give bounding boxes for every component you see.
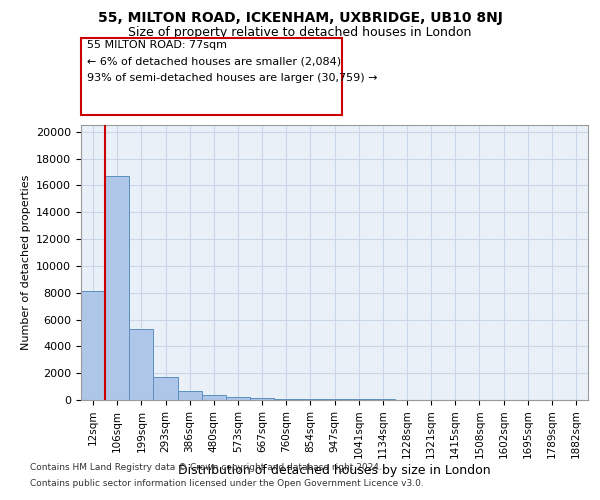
Text: Contains public sector information licensed under the Open Government Licence v3: Contains public sector information licen… <box>30 478 424 488</box>
Text: 55 MILTON ROAD: 77sqm: 55 MILTON ROAD: 77sqm <box>87 40 227 50</box>
Bar <box>202 396 226 400</box>
Bar <box>105 176 129 400</box>
Bar <box>322 399 347 400</box>
Bar <box>298 399 322 400</box>
Bar <box>250 398 274 400</box>
Bar <box>154 377 178 400</box>
Text: 93% of semi-detached houses are larger (30,759) →: 93% of semi-detached houses are larger (… <box>87 73 377 83</box>
Text: Contains HM Land Registry data © Crown copyright and database right 2024.: Contains HM Land Registry data © Crown c… <box>30 464 382 472</box>
Text: 55, MILTON ROAD, ICKENHAM, UXBRIDGE, UB10 8NJ: 55, MILTON ROAD, ICKENHAM, UXBRIDGE, UB1… <box>98 11 502 25</box>
Bar <box>178 392 202 400</box>
Bar <box>274 398 298 400</box>
Bar <box>81 292 105 400</box>
Text: ← 6% of detached houses are smaller (2,084): ← 6% of detached houses are smaller (2,0… <box>87 56 341 66</box>
Bar <box>129 329 154 400</box>
X-axis label: Distribution of detached houses by size in London: Distribution of detached houses by size … <box>178 464 491 477</box>
Y-axis label: Number of detached properties: Number of detached properties <box>20 175 31 350</box>
Text: Size of property relative to detached houses in London: Size of property relative to detached ho… <box>128 26 472 39</box>
Bar <box>226 398 250 400</box>
